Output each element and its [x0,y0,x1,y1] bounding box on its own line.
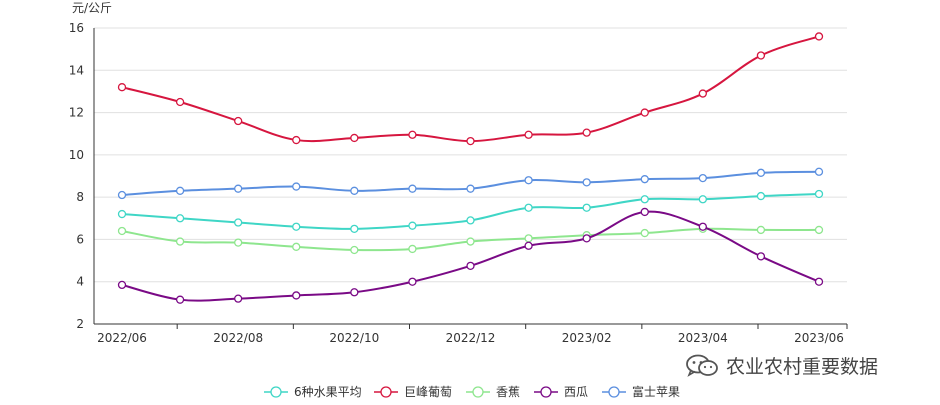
data-point [582,128,591,137]
data-point [466,136,475,146]
data-point [234,294,243,303]
data-point [582,178,591,187]
y-tick-label: 2 [76,317,84,331]
data-point [640,207,649,217]
data-point [814,32,824,41]
data-point [175,186,185,195]
y-tick-label: 4 [76,275,84,289]
data-point [292,242,301,251]
data-point [234,238,243,247]
data-point [756,252,766,261]
series-lines [117,32,824,304]
data-point [408,130,417,139]
data-point [350,133,359,143]
data-point [117,190,127,200]
data-point [175,214,185,223]
data-point [466,261,475,271]
x-tick-label: 2023/04 [678,331,728,345]
data-point [698,173,707,183]
data-point [756,225,766,235]
x-tick-label: 2023/06 [794,331,844,345]
y-tick-label: 10 [69,148,84,162]
legend-label: 巨峰葡萄 [404,385,452,399]
data-point [814,167,824,176]
data-point [292,222,301,231]
legend-label: 香蕉 [496,385,520,399]
data-point [814,225,824,235]
data-point [698,195,707,204]
data-point [756,191,766,201]
watermark-text: 农业农村重要数据 [726,356,879,378]
legend-marker [608,386,620,398]
data-point [292,291,301,300]
y-tick-label: 16 [69,21,84,35]
y-tick-label: 12 [69,106,84,120]
data-point [582,234,591,243]
data-point [117,226,127,236]
data-point [117,209,127,219]
data-point [175,237,185,246]
data-point [117,83,127,92]
data-point [814,189,824,199]
data-point [756,168,766,177]
data-point [234,116,243,126]
x-tick-label: 2022/12 [446,331,496,345]
data-point [640,175,649,184]
data-point [408,221,417,230]
data-point [292,135,301,145]
data-point [350,224,359,234]
legend-marker [380,386,392,398]
data-point [756,51,766,60]
y-tick-label: 8 [76,190,84,204]
data-point [466,237,475,246]
data-point [640,195,649,204]
data-point [350,288,359,297]
legend-marker [270,386,282,398]
data-point [814,277,824,286]
data-point [350,186,359,195]
data-point [466,184,475,193]
data-point [524,203,533,212]
data-point [640,108,649,117]
legend-label: 6种水果平均 [294,385,362,399]
wechat-icon [686,354,718,377]
y-tick-label: 6 [76,232,84,246]
data-point [524,176,533,185]
data-point [350,245,359,255]
series-line [121,35,820,143]
data-point [582,203,591,212]
x-tick-label: 2022/08 [213,331,263,345]
x-tick-label: 2022/10 [329,331,379,345]
data-point [524,241,533,250]
legend-label: 富士苹果 [632,384,680,399]
data-point [698,89,707,98]
data-point [524,234,533,243]
data-point [408,244,417,254]
data-point [234,218,243,227]
data-point [117,280,127,290]
data-point [524,130,533,139]
y-axis-unit-label: 元/公斤 [72,1,112,15]
y-tick-label: 14 [69,63,84,77]
watermark: 农业农村重要数据 [684,352,878,379]
x-tick-label: 2023/02 [562,331,612,345]
data-point [640,228,649,238]
data-point [292,182,301,191]
data-point [175,97,185,107]
data-point [698,222,707,231]
legend-marker [472,386,484,398]
data-point [408,184,417,193]
series-line [121,210,820,302]
legend-label: 西瓜 [564,385,588,399]
data-point [466,216,475,225]
grid-lines [94,27,847,283]
data-point [175,295,185,304]
axes: 2 4 6 8 10 12 14 16 2022/06 2022/08 2022/10 2022/12… [69,21,848,345]
data-point [408,277,417,286]
legend-marker [540,386,552,398]
x-tick-label: 2022/06 [97,331,147,345]
legend: 6种水果平均 巨峰葡萄 香蕉 西瓜 富士苹果 [264,384,680,399]
data-point [234,184,243,193]
